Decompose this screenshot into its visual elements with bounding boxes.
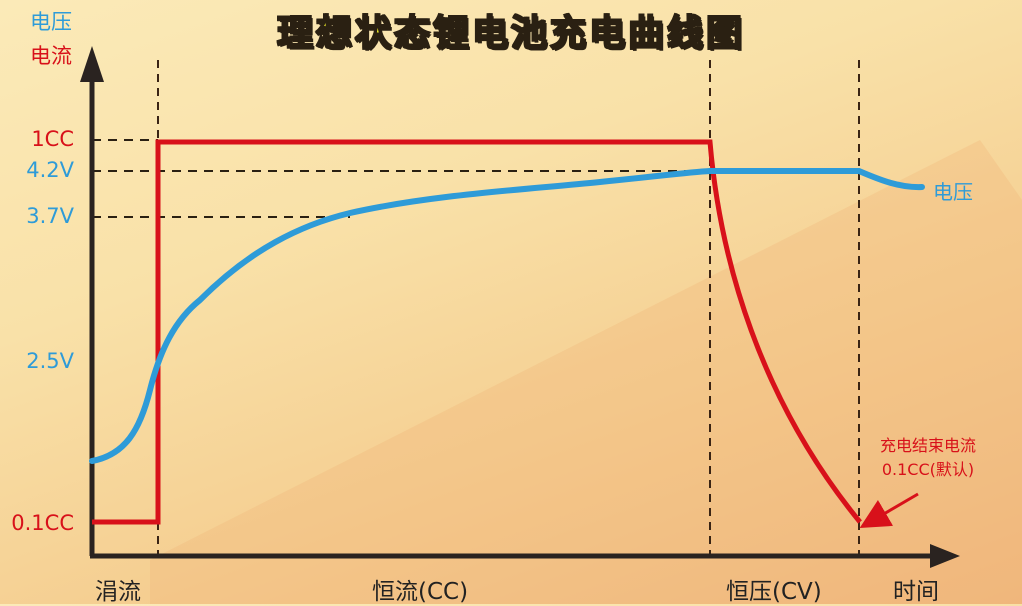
end-current-annotation: 充电结束电流 0.1CC(默认) <box>858 434 998 482</box>
voltage-series-label: 电压 <box>933 180 973 204</box>
y-tick-2.5v: 2.5V <box>26 349 74 373</box>
y-tick-1cc: 1CC <box>31 127 74 151</box>
y-tick-3.7v: 3.7V <box>26 204 74 228</box>
y-tick-4.2v: 4.2V <box>26 158 74 182</box>
chart-title: 理想状态锂电池充电曲线图 <box>276 12 745 55</box>
y-axis-arrow-icon <box>80 46 104 82</box>
phase-label-cc: 恒流(CC) <box>372 579 469 605</box>
current-curve <box>92 139 862 525</box>
y-axis-label-current: 电流 <box>30 44 72 68</box>
annotation-line-1: 充电结束电流 <box>879 436 976 455</box>
annotation-arrow-icon <box>859 492 919 529</box>
phase-label-trickle: 涓流 <box>95 579 141 605</box>
y-tick-0.1cc: 0.1CC <box>11 511 74 535</box>
phase-label-cv: 恒压(CV) <box>726 579 822 605</box>
voltage-curve <box>89 168 925 464</box>
y-axis-label-voltage: 电压 <box>30 10 72 34</box>
x-axis-label-time: 时间 <box>893 579 939 605</box>
annotation-line-2: 0.1CC(默认) <box>881 460 975 479</box>
axes <box>80 46 960 568</box>
horizontal-guides <box>92 139 710 218</box>
x-axis-arrow-icon <box>930 544 960 568</box>
background-shade <box>150 140 1022 604</box>
